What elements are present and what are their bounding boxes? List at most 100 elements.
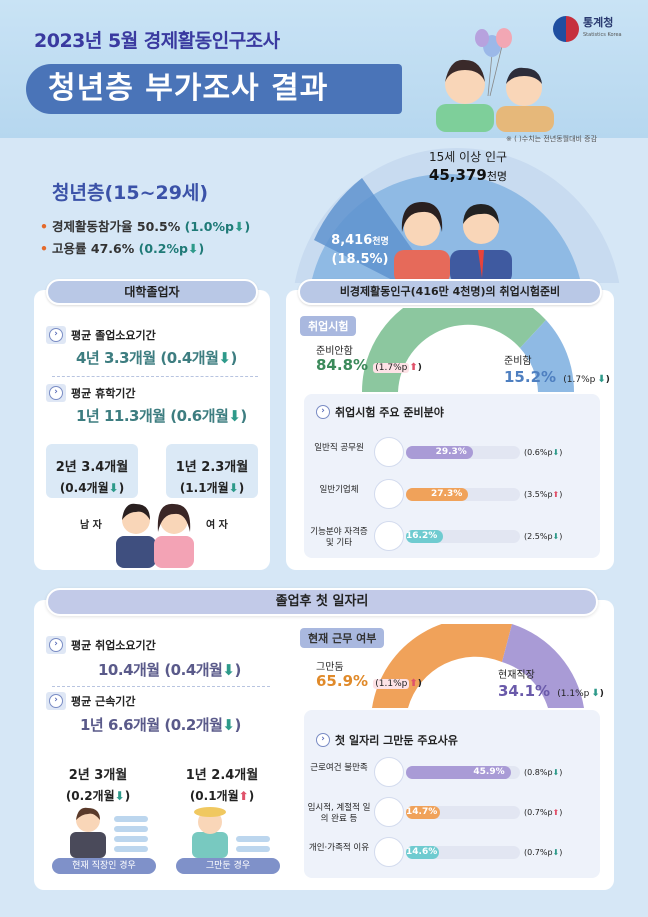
bar-change: (2.5%p⬇) (524, 532, 563, 541)
youth-population: 8,416천명 (18.5%) (331, 233, 389, 267)
bar-label: 임시적, 계절적 일의 완료 등 (307, 803, 371, 824)
down-arrow-icon: ⬇ (552, 532, 560, 541)
male-card: 2년 3.4개월 (0.4개월⬇) (46, 444, 138, 498)
status-tag: 현재 근무 여부 (300, 628, 385, 648)
employment-rate: • 고용률 47.6% (0.2%p⬇) (40, 241, 205, 256)
bar-value: 45.9% (473, 767, 505, 777)
bar-value: 29.3% (435, 447, 467, 457)
population-label: 15세 이상 인구 (428, 150, 508, 164)
up-arrow-icon: ⬆ (238, 789, 249, 803)
down-arrow-icon: ⬇ (228, 407, 241, 425)
prep-value: 15.2% (1.7%p ⬇) (504, 368, 610, 386)
not-prep-label: 준비안함 (316, 346, 353, 357)
category-icon (374, 437, 404, 467)
down-arrow-icon: ⬇ (552, 768, 560, 777)
avg-search-value: 10.4개월 (0.4개월⬇) (98, 661, 241, 679)
not-prep-value: 84.8% (1.7%p ⬆) (316, 356, 422, 374)
logo: 통계청 Statistics Korea (553, 16, 622, 42)
quit-worker-illustration (192, 807, 270, 858)
bar-label: 기능분야 자격증 및 기타 (310, 527, 368, 548)
down-arrow-icon: ⬇ (218, 349, 231, 367)
chevron-right-icon: › (49, 694, 63, 708)
bar-value: 16.2% (406, 531, 438, 541)
bar-change: (3.5%p⬆) (524, 490, 563, 499)
exam-title: 비경제활동인구(416만 4천명)의 취업시험준비 (298, 279, 602, 305)
category-icon (374, 479, 404, 509)
prep-label: 준비함 (504, 356, 532, 367)
down-arrow-icon: ⬇ (591, 688, 600, 699)
bar-label: 근로여건 불만족 (310, 763, 368, 773)
college-panel (34, 290, 270, 570)
participation-rate: • 경제활동참가율 50.5% (1.0%p⬇) (40, 219, 251, 234)
down-arrow-icon: ⬇ (222, 716, 235, 734)
down-arrow-icon: ⬇ (114, 789, 125, 803)
up-arrow-icon: ⬆ (409, 678, 418, 689)
chevron-right-icon: › (316, 405, 330, 419)
bar-fill (406, 766, 511, 779)
college-title: 대학졸업자 (46, 279, 258, 305)
down-arrow-icon: ⬇ (222, 661, 235, 679)
quit-job-card: 1년 2.4개월 (0.1개월⬆) (170, 752, 274, 806)
bar-label: 일반직 공무원 (314, 443, 364, 453)
down-arrow-icon: ⬇ (597, 374, 606, 385)
category-icon (374, 837, 404, 867)
down-arrow-icon: ⬇ (552, 448, 560, 457)
reasons-heading: › 첫 일자리 그만둔 주요사유 (316, 732, 458, 748)
bar-change: (0.7%p⬆) (524, 808, 563, 817)
quit-label: 그만둠 (316, 662, 344, 673)
bar-value: 14.6% (406, 847, 438, 857)
logo-name: 통계청 (583, 16, 614, 29)
current-label: 현재직장 (498, 670, 535, 681)
title-small: 2023년 5월 경제활동인구조사 (34, 30, 280, 52)
avg-grad-heading: › 평균 졸업소요기간 (46, 326, 156, 344)
bar-fill (406, 806, 440, 819)
title-big: 청년층 부가조사 결과 (26, 64, 402, 114)
first-job-title: 졸업후 첫 일자리 (46, 588, 598, 616)
bar-change: (0.7%p⬇) (524, 848, 563, 857)
bar-change: (0.8%p⬇) (524, 768, 563, 777)
current-value: 34.1% (1.1%p ⬇) (498, 682, 604, 700)
logo-icon (553, 16, 579, 42)
population-value: 45,379천명 (428, 166, 508, 184)
down-arrow-icon: ⬇ (552, 848, 560, 857)
quit-value: 65.9% (1.1%p ⬆) (316, 672, 422, 690)
avg-leave-heading: › 평균 휴학기간 (46, 384, 136, 402)
current-case-label: 현재 직장인 경우 (52, 858, 156, 874)
bar-fill (406, 488, 469, 501)
chevron-right-icon: › (49, 638, 63, 652)
bar-label: 일반기업체 (319, 485, 359, 495)
bar-fill (406, 530, 443, 543)
category-icon (374, 797, 404, 827)
down-arrow-icon: ⬇ (108, 481, 119, 495)
header-people-illustration (436, 28, 554, 132)
bar-fill (406, 446, 473, 459)
category-icon (374, 757, 404, 787)
up-arrow-icon: ⬆ (552, 490, 560, 499)
college-people-illustration (116, 503, 194, 568)
avg-leave-value: 1년 11.3개월 (0.6개월⬇) (76, 407, 247, 425)
exam-fields-heading: › 취업시험 주요 준비분야 (316, 404, 444, 420)
population-people-illustration (394, 202, 512, 284)
up-arrow-icon: ⬆ (409, 362, 418, 373)
avg-search-heading: › 평균 취업소요기간 (46, 636, 156, 654)
chevron-right-icon: › (316, 733, 330, 747)
down-arrow-icon: ⬇ (187, 241, 199, 256)
current-job-card: 2년 3개월 (0.2개월⬇) (46, 752, 150, 806)
chevron-right-icon: › (49, 386, 63, 400)
category-icon (374, 521, 404, 551)
avg-tenure-value: 1년 6.6개월 (0.2개월⬇) (80, 716, 241, 734)
bar-value: 14.7% (406, 807, 438, 817)
quit-case-label: 그만둔 경우 (176, 858, 280, 874)
bar-fill (406, 846, 440, 859)
logo-sub: Statistics Korea (583, 32, 622, 38)
bar-change: (0.6%p⬇) (524, 448, 563, 457)
female-card: 1년 2.3개월 (1.1개월⬇) (166, 444, 258, 498)
current-worker-illustration (70, 807, 148, 858)
note: ※ ( )수치는 전년동월대비 증감 (506, 135, 598, 143)
exam-semicircle-chart (361, 308, 575, 392)
avg-grad-value: 4년 3.3개월 (0.4개월⬇) (76, 349, 237, 367)
chevron-right-icon: › (49, 328, 63, 342)
down-arrow-icon: ⬇ (228, 481, 239, 495)
youth-title: 청년층(15~29세) (52, 182, 209, 204)
up-arrow-icon: ⬆ (552, 808, 560, 817)
